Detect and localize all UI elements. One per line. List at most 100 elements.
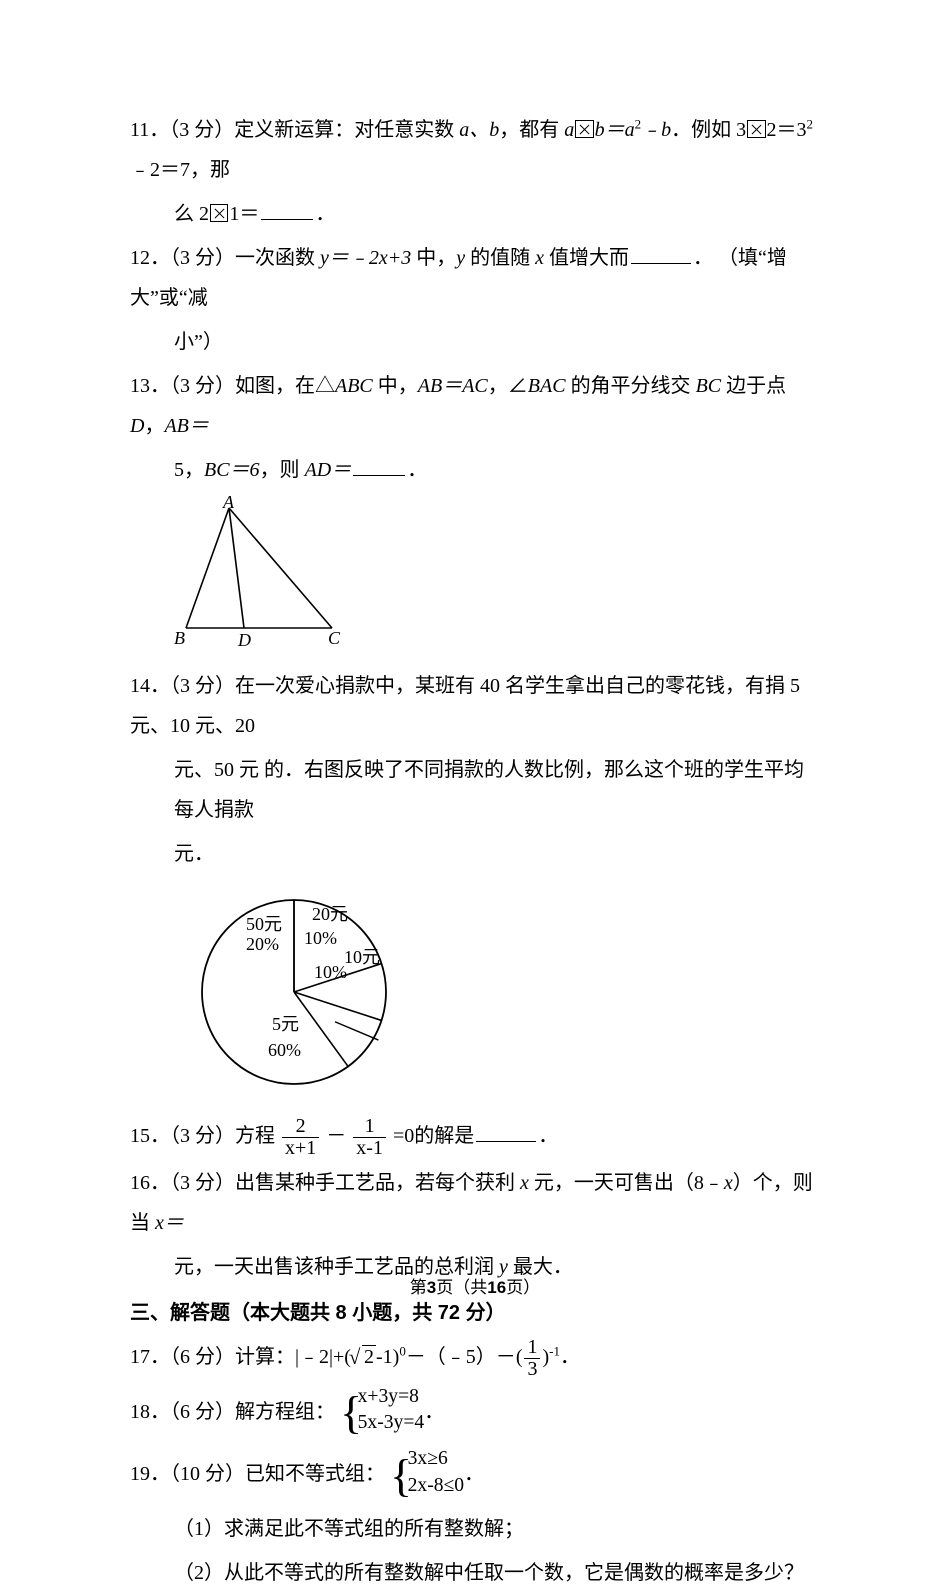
- answer-blank[interactable]: [631, 245, 691, 264]
- text: ，∠: [488, 375, 528, 397]
- svg-text:B: B: [174, 628, 185, 646]
- text: ．: [407, 459, 427, 481]
- pie-chart-svg: 50元20%20元10%10元10%5元60%: [174, 880, 410, 1096]
- svg-text:5元: 5元: [272, 1014, 299, 1034]
- question-15: 15．（3 分）方程 2x+1 － 1x-1 =0的解是．: [130, 1116, 820, 1159]
- text: ，都有: [499, 119, 564, 141]
- text: 页）: [506, 1278, 540, 1297]
- text: 页（共: [436, 1278, 487, 1297]
- text: 值增大而: [544, 247, 629, 269]
- page-total: 16: [487, 1278, 506, 1297]
- question-11-cont: 么 2 1＝ ．: [130, 194, 820, 234]
- answer-blank[interactable]: [476, 1123, 536, 1142]
- question-13: 13．（3 分）如图，在△ABC 中，AB＝AC，∠BAC 的角平分线交 BC …: [130, 366, 820, 446]
- eq-line: x+3y=8: [358, 1386, 419, 1407]
- text: 11．（3 分）定义新运算：对任意实数: [130, 119, 459, 141]
- text: ．例如 3: [671, 119, 746, 141]
- question-19-sub2: （2）从此不等式的所有整数解中任取一个数，它是偶数的概率是多少？: [130, 1553, 820, 1593]
- fn: y＝﹣2x+3: [320, 247, 411, 269]
- text: 16．（3 分）出售某种手工艺品，若每个获利: [130, 1172, 520, 1194]
- text: ．: [464, 1463, 484, 1485]
- pt: D: [130, 415, 144, 437]
- exp: 2: [807, 116, 814, 131]
- text: 元．: [174, 843, 214, 865]
- ad: AD＝: [305, 459, 352, 481]
- text: 12．（3 分）一次函数: [130, 247, 320, 269]
- text: 19．（10 分）已知不等式组：: [130, 1463, 385, 1485]
- side: BC: [696, 375, 722, 397]
- text: 15．（3 分）方程: [130, 1125, 275, 1147]
- svg-text:C: C: [328, 628, 341, 646]
- text: -1: [376, 1346, 393, 1368]
- var-a: a: [564, 119, 574, 141]
- text: －（﹣5）－: [406, 1346, 516, 1368]
- text: 17．（6 分）计算：|﹣2|+: [130, 1346, 344, 1368]
- text: ．: [315, 203, 335, 225]
- angle: BAC: [528, 375, 566, 397]
- text: 中，: [373, 375, 418, 397]
- question-12: 12．（3 分）一次函数 y＝﹣2x+3 中，y 的值随 x 值增大而． （填“…: [130, 238, 820, 318]
- svg-text:20%: 20%: [246, 934, 279, 954]
- text: 元，一天可售出（8﹣: [529, 1172, 724, 1194]
- question-16: 16．（3 分）出售某种手工艺品，若每个获利 x 元，一天可售出（8﹣x）个，则…: [130, 1163, 820, 1243]
- fraction: 2x+1: [282, 1116, 319, 1159]
- text: 5，: [174, 459, 204, 481]
- question-19: 19．（10 分）已知不等式组： { 3x≥6 2x-8≤0 ．: [130, 1446, 820, 1504]
- question-19-sub1: （1）求满足此不等式组的所有整数解；: [130, 1509, 820, 1549]
- text: 18．（6 分）解方程组：: [130, 1401, 335, 1423]
- text: 小”）: [174, 331, 223, 353]
- question-13-cont: 5，BC＝6，则 AD＝．: [130, 450, 820, 490]
- num: 2: [282, 1116, 319, 1137]
- ineq-line: 2x-8≤0: [408, 1475, 464, 1496]
- text: 边于点: [721, 375, 786, 397]
- op-icon: [210, 204, 228, 222]
- exp: -1: [549, 1343, 560, 1358]
- var-ab: a、b: [459, 119, 499, 141]
- answer-blank[interactable]: [261, 201, 313, 220]
- sqrt: 2: [351, 1337, 376, 1377]
- text: ．: [560, 1346, 580, 1368]
- num: 1: [524, 1337, 540, 1358]
- var-y: y: [456, 247, 465, 269]
- text: 2＝3: [767, 119, 807, 141]
- eq: =0: [393, 1125, 414, 1147]
- text: ﹣b: [641, 119, 671, 141]
- var-x: x: [724, 1172, 733, 1194]
- svg-text:A: A: [222, 496, 235, 512]
- op-icon: [747, 120, 765, 138]
- text: ﹣2＝7，那: [130, 159, 230, 181]
- ineq-line: 3x≥6: [408, 1448, 448, 1469]
- question-17: 17．（6 分）计算：|﹣2|+(2-1)0－（﹣5）－(13)-1．: [130, 1337, 820, 1380]
- num: 1: [353, 1116, 386, 1137]
- text: 的值随: [465, 247, 535, 269]
- den: x+1: [282, 1137, 319, 1159]
- answer-blank[interactable]: [353, 457, 405, 476]
- text: （1）求满足此不等式组的所有整数解；: [174, 1518, 524, 1540]
- var-x: x＝: [155, 1212, 184, 1234]
- brace-system: { x+3y=8 5x-3y=4: [340, 1384, 424, 1442]
- text: 13．（3 分）如图，在△: [130, 375, 335, 397]
- text: 的解是: [414, 1125, 474, 1147]
- eq: AB＝: [164, 415, 208, 437]
- op-icon: [575, 120, 593, 138]
- svg-text:10%: 10%: [304, 928, 337, 948]
- page-footer: 第3页（共16页）: [0, 1273, 950, 1298]
- svg-text:10元: 10元: [344, 947, 380, 967]
- text: 14．（3 分）在一次爱心捐款中，某班有 40 名学生拿出自己的零花钱，有捐 5…: [130, 675, 800, 737]
- text: 么 2: [174, 203, 209, 225]
- fraction: 13: [524, 1337, 540, 1380]
- text: 的角平分线交: [566, 375, 696, 397]
- svg-text:10%: 10%: [314, 962, 347, 982]
- text: 1＝: [229, 203, 259, 225]
- question-12-cont: 小”）: [130, 322, 820, 362]
- den: x-1: [353, 1137, 386, 1159]
- section-3-title: 三、解答题（本大题共 8 小题，共 72 分）: [130, 1293, 820, 1333]
- question-11: 11．（3 分）定义新运算：对任意实数 a、b，都有 ab＝a2﹣b．例如 32…: [130, 110, 820, 190]
- pie-chart-figure: 50元20%20元10%10元10%5元60%: [174, 880, 820, 1110]
- text: ，则: [260, 459, 305, 481]
- text: ．: [424, 1401, 444, 1423]
- text: ．: [538, 1125, 558, 1147]
- left-brace-icon: {: [390, 1446, 412, 1504]
- triangle-figure: ABDC: [174, 496, 820, 660]
- question-14-cont: 元、50 元 的．右图反映了不同捐款的人数比例，那么这个班的学生平均每人捐款: [130, 750, 820, 830]
